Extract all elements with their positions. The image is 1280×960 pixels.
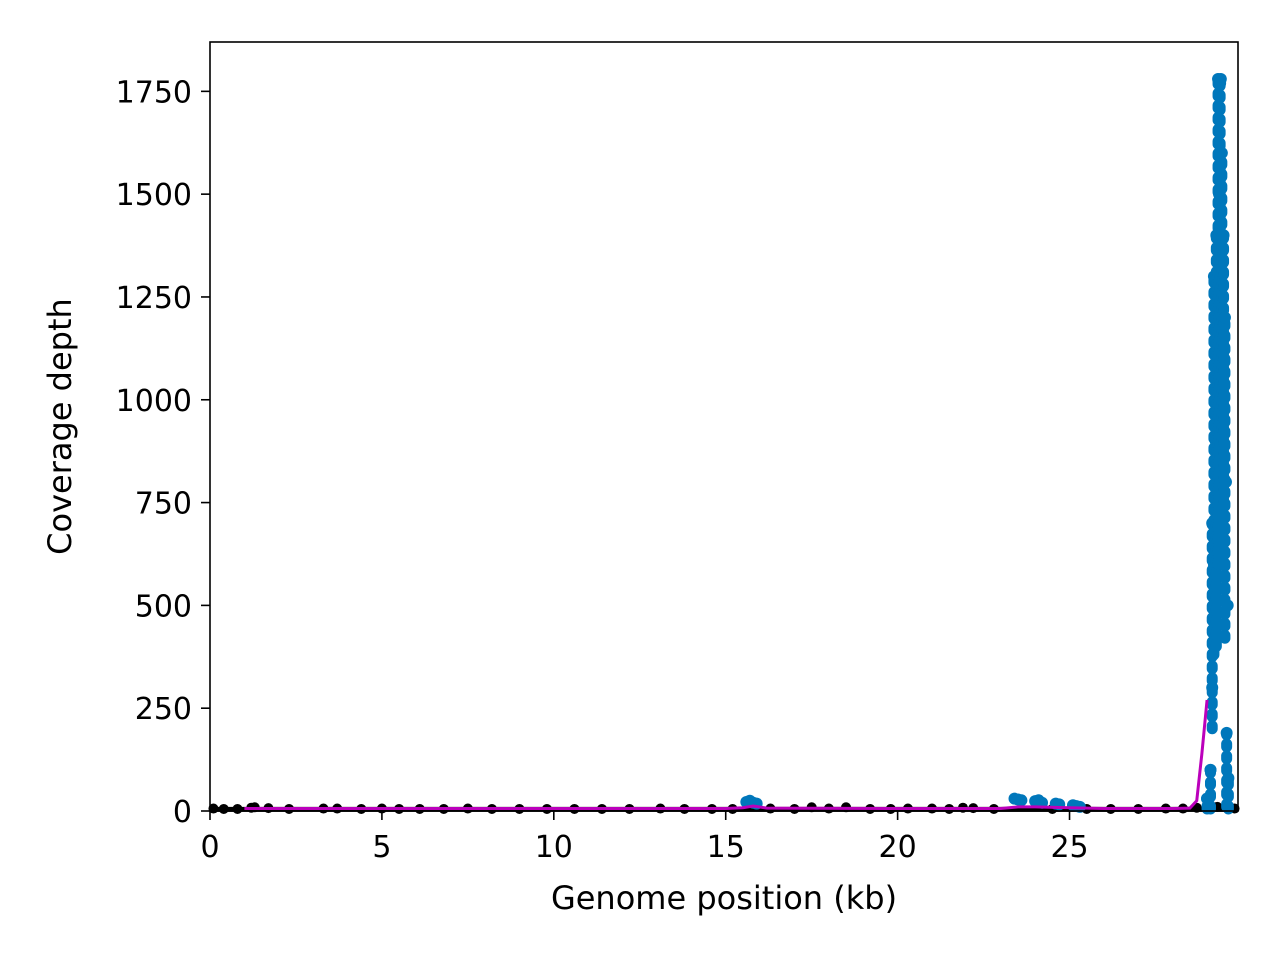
data-point-peak <box>1217 229 1230 242</box>
data-point-high <box>1015 794 1028 807</box>
y-tick-label: 0 <box>173 795 192 830</box>
data-point-peak <box>1204 763 1217 776</box>
data-point-low <box>232 803 243 814</box>
x-tick-label: 10 <box>535 830 573 865</box>
y-tick-label: 500 <box>135 589 192 624</box>
smoothed-coverage-line <box>244 699 1209 811</box>
plot-frame <box>209 41 1239 812</box>
x-axis-title: Genome position (kb) <box>551 879 897 917</box>
y-tick-label: 750 <box>135 487 192 522</box>
data-point-peak <box>1220 726 1233 739</box>
y-tick-label: 1250 <box>116 281 192 316</box>
x-tick-label: 15 <box>707 830 745 865</box>
data-point-peak <box>1218 311 1231 324</box>
y-axis-title: Coverage depth <box>41 298 79 555</box>
data-point-peak <box>1214 77 1227 90</box>
x-tick-label: 5 <box>372 830 391 865</box>
y-tick-label: 1000 <box>116 384 192 419</box>
y-tick-label: 1500 <box>116 178 192 213</box>
x-tick-label: 25 <box>1050 830 1088 865</box>
plot-marks <box>208 73 1240 815</box>
data-point-peak <box>1215 147 1228 160</box>
x-tick-label: 0 <box>200 830 219 865</box>
x-tick-label: 20 <box>879 830 917 865</box>
data-point-low <box>218 803 229 814</box>
data-point-peak <box>1222 772 1235 785</box>
y-tick-label: 250 <box>135 692 192 727</box>
y-tick-label: 1750 <box>116 75 192 110</box>
